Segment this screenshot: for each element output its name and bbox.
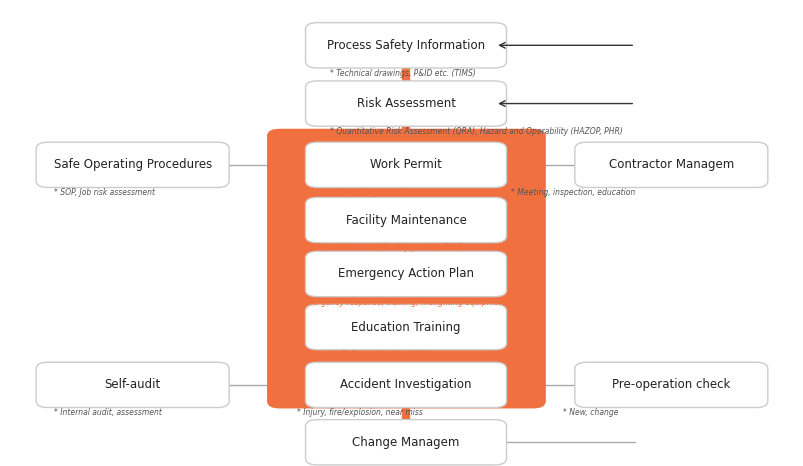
- FancyBboxPatch shape: [305, 362, 506, 408]
- Text: Self-audit: Self-audit: [104, 378, 161, 391]
- Text: Facility Maintenance: Facility Maintenance: [345, 213, 466, 226]
- FancyBboxPatch shape: [305, 251, 506, 297]
- FancyBboxPatch shape: [36, 362, 229, 408]
- FancyBboxPatch shape: [305, 419, 506, 465]
- Text: * Meeting, inspection, education: * Meeting, inspection, education: [510, 188, 634, 198]
- Text: * New, change: * New, change: [562, 408, 618, 417]
- Text: Accident Investigation: Accident Investigation: [340, 378, 471, 391]
- FancyBboxPatch shape: [574, 362, 767, 408]
- Text: Risk Assessment: Risk Assessment: [356, 97, 455, 110]
- Text: * Quantitative Risk Assessment (QRA), Hazard and Operability (HAZOP, PHR): * Quantitative Risk Assessment (QRA), Ha…: [329, 127, 622, 136]
- Text: * Online education by tier: * Online education by tier: [333, 350, 432, 359]
- Text: Emergency Action Plan: Emergency Action Plan: [337, 267, 474, 281]
- Text: * Technical drawings, P&ID etc. (TIMS): * Technical drawings, P&ID etc. (TIMS): [329, 69, 475, 78]
- FancyBboxPatch shape: [574, 142, 767, 187]
- Text: Pre-operation check: Pre-operation check: [611, 378, 730, 391]
- Text: * SOP, Job risk assessment: * SOP, Job risk assessment: [54, 188, 155, 198]
- Text: Work Permit: Work Permit: [369, 158, 442, 171]
- FancyBboxPatch shape: [305, 81, 506, 126]
- FancyBboxPatch shape: [305, 304, 506, 350]
- Text: *Emergency response, training, firefighting equipment: *Emergency response, training, firefight…: [297, 297, 507, 307]
- Text: Education Training: Education Training: [351, 321, 460, 334]
- FancyBboxPatch shape: [267, 130, 544, 408]
- FancyBboxPatch shape: [305, 198, 506, 243]
- FancyBboxPatch shape: [36, 142, 229, 187]
- Text: Contractor Managem: Contractor Managem: [608, 158, 733, 171]
- FancyBboxPatch shape: [305, 142, 506, 187]
- Text: * Injury, fire/explosion, near miss: * Injury, fire/explosion, near miss: [297, 408, 423, 417]
- Text: Safe Operating Procedures: Safe Operating Procedures: [54, 158, 211, 171]
- FancyBboxPatch shape: [305, 23, 506, 68]
- Text: * Internal audit, assessment: * Internal audit, assessment: [54, 408, 161, 417]
- Text: * Special, general: * Special, general: [333, 188, 401, 198]
- Text: Change Managem: Change Managem: [352, 436, 459, 449]
- Text: Process Safety Information: Process Safety Information: [327, 39, 484, 52]
- Text: * PM, maintenance (facility portal), IDMS): * PM, maintenance (facility portal), IDM…: [305, 243, 463, 252]
